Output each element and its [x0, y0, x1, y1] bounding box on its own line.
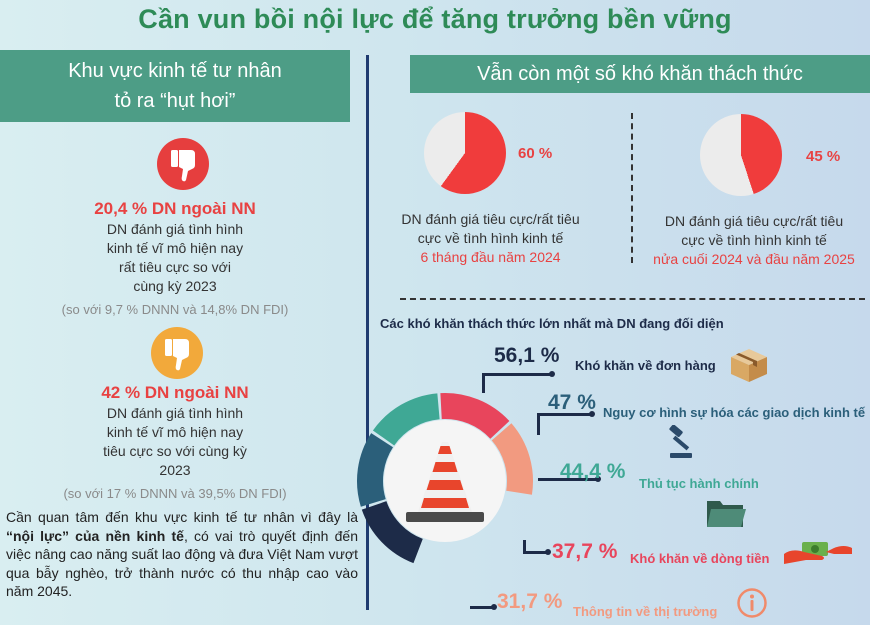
- pie-description: DN đánh giá tiêu cực/rất tiêu cực về tìn…: [388, 210, 593, 267]
- desc-line: rất tiêu cực so với: [119, 259, 231, 275]
- donut-segment: [361, 501, 423, 564]
- conclusion-note: Cần quan tâm đến khu vực kinh tế tư nhân…: [6, 508, 358, 601]
- stat-private-very-negative: 20,4 % DN ngoài NN: [94, 199, 256, 218]
- folder-icon: [705, 497, 747, 534]
- money-hand-icon: [782, 538, 854, 573]
- banner-line: tỏ ra “hụt hơi”: [114, 90, 236, 112]
- challenge-value: 31,7 %: [497, 590, 563, 613]
- desc-line: kinh tế vĩ mô hiện nay: [106, 424, 244, 440]
- challenges-donut-chart: [357, 393, 533, 564]
- desc-line: DN đánh giá tình hình: [106, 405, 244, 421]
- thumbs-down-icon: [151, 327, 203, 379]
- desc-line: DN đánh giá tình hình: [106, 221, 244, 237]
- leader-line: [537, 413, 540, 435]
- desc-line: tiêu cực so với cùng kỳ: [103, 443, 247, 459]
- leader-dot: [589, 411, 595, 417]
- stat-private-negative: 42 % DN ngoài NN: [101, 383, 249, 402]
- challenge-label: Nguy cơ hình sự hóa các giao dịch kinh t…: [603, 405, 866, 420]
- pie-description: DN đánh giá tiêu cực/rất tiêu cực về tìn…: [640, 212, 868, 269]
- donut-segment: [491, 423, 533, 495]
- pie-value: 45 %: [806, 148, 841, 165]
- donut-segment: [440, 393, 510, 439]
- gavel-icon: [664, 424, 702, 466]
- box-icon: [727, 345, 769, 388]
- desc-line: 2023: [159, 462, 191, 478]
- pie-chart-first-half-2024: [424, 112, 506, 194]
- leader-line: [523, 551, 548, 554]
- thumbs-down-icon: [157, 138, 209, 190]
- page-title: Cần vun bồi nội lực để tăng trưởng bền v…: [138, 4, 732, 34]
- challenge-label: Khó khăn về đơn hàng: [575, 358, 716, 373]
- challenge-value: 56,1 %: [494, 344, 560, 367]
- challenges-title: Các khó khăn thách thức lớn nhất mà DN đ…: [380, 316, 724, 331]
- info-icon: [736, 587, 768, 624]
- column-divider: [366, 55, 369, 610]
- desc-line: cực về tình hình kinh tế: [417, 230, 564, 246]
- period-label: 6 tháng đầu năm 2024: [420, 249, 561, 265]
- note-text: Cần quan tâm đến khu vực kinh tế tư nhân…: [6, 509, 358, 525]
- desc-line: cực về tình hình kinh tế: [681, 232, 827, 248]
- leader-line: [538, 478, 598, 481]
- comparison-note: (so với 9,7 % DNNN và 14,8% DN FDI): [61, 302, 289, 317]
- pie-chart-late-2024: [700, 114, 782, 196]
- private-sector-banner: Khu vực kinh tế tư nhân tỏ ra “hụt hơi”: [0, 50, 350, 122]
- stat-description: DN đánh giá tình hình kinh tế vĩ mô hiện…: [30, 220, 320, 296]
- note-emphasis: “nội lực” của nền kinh tế: [6, 527, 184, 544]
- traffic-cone-icon: [406, 442, 484, 522]
- dashed-divider: [400, 298, 865, 300]
- challenge-value: 47 %: [548, 391, 596, 414]
- leader-dot: [491, 604, 497, 610]
- leader-line: [482, 373, 485, 393]
- donut-segment: [372, 393, 440, 446]
- leader-line: [537, 413, 592, 416]
- leader-dot: [545, 549, 551, 555]
- donut-center: [384, 420, 506, 542]
- desc-line: DN đánh giá tiêu cực/rất tiêu: [401, 211, 580, 227]
- challenge-value: 44,4 %: [560, 460, 626, 483]
- leader-dot: [549, 371, 555, 377]
- period-label: nửa cuối 2024 và đầu năm 2025: [653, 251, 855, 267]
- desc-line: DN đánh giá tiêu cực/rất tiêu: [664, 213, 844, 229]
- dashed-divider: [631, 113, 633, 263]
- desc-line: cùng kỳ 2023: [133, 278, 217, 294]
- challenges-banner: Vẫn còn một số khó khăn thách thức: [410, 55, 870, 93]
- challenge-label: Khó khăn về dòng tiền: [630, 551, 770, 566]
- leader-line: [482, 373, 552, 376]
- leader-dot: [595, 476, 601, 482]
- challenge-value: 37,7 %: [552, 540, 618, 563]
- challenge-label: Thủ tục hành chính: [639, 476, 759, 491]
- leader-line: [523, 540, 526, 553]
- pie-value: 60 %: [518, 145, 553, 162]
- comparison-note: (so với 17 % DNNN và 39,5% DN FDI): [63, 486, 287, 501]
- leader-line: [470, 606, 494, 609]
- banner-line: Khu vực kinh tế tư nhân: [68, 60, 282, 82]
- stat-description: DN đánh giá tình hình kinh tế vĩ mô hiện…: [30, 404, 320, 480]
- desc-line: kinh tế vĩ mô hiện nay: [106, 240, 244, 256]
- donut-segment: [357, 433, 394, 507]
- challenge-label: Thông tin về thị trường: [573, 604, 718, 619]
- note-text: , có vai trò quyết định đến việc nâng ca…: [6, 527, 359, 600]
